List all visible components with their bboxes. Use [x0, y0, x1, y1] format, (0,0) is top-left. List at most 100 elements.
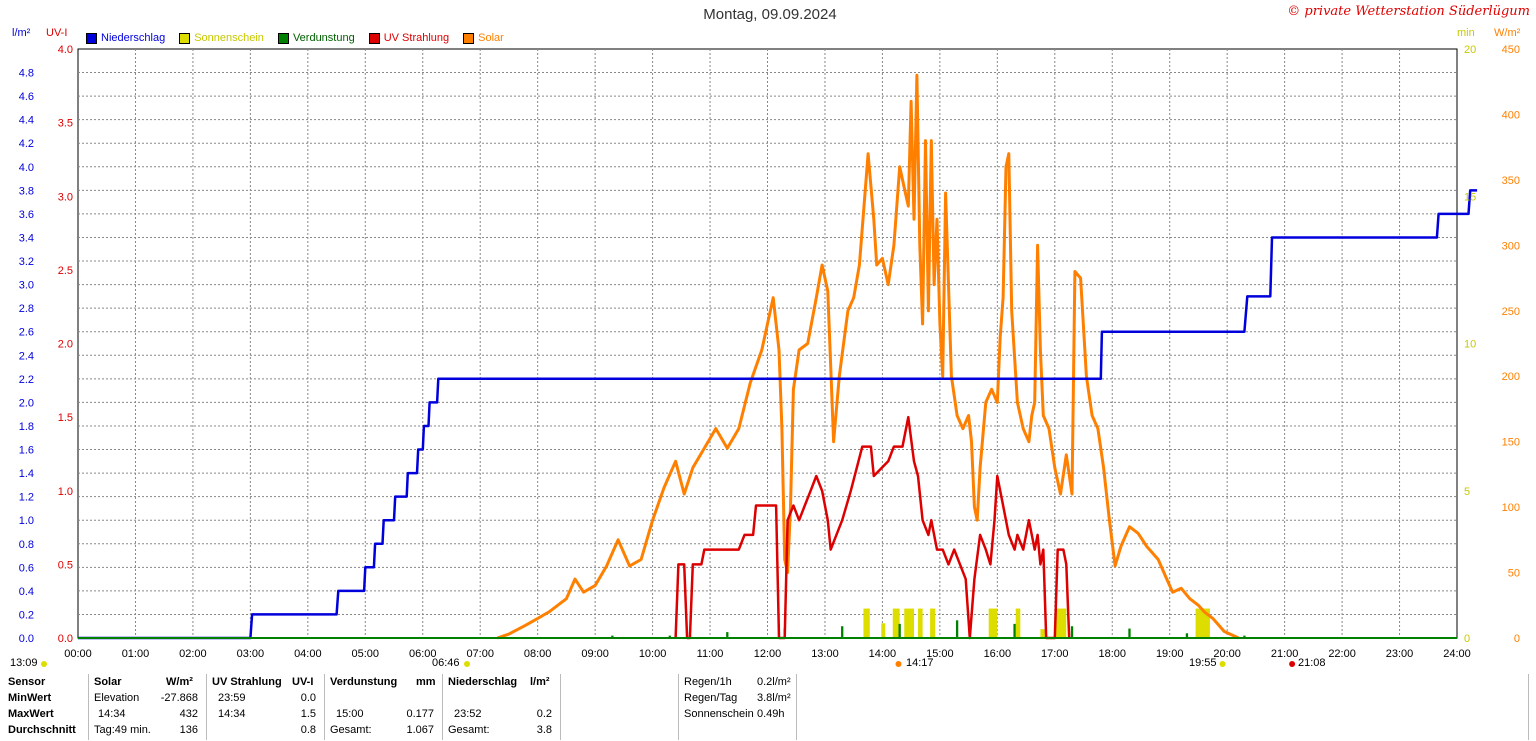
x-tick-label: 18:00 [1098, 648, 1126, 660]
legend-item[interactable]: Niederschlag [86, 31, 165, 45]
y-tick-label-rain: 4.8 [19, 68, 34, 80]
x-tick-label: 00:00 [64, 648, 92, 660]
sunrise-label: 06:46 [432, 657, 460, 669]
y-tick-label-uv: 0.5 [58, 559, 73, 571]
legend-swatch [463, 32, 475, 44]
time-marker [41, 661, 47, 667]
weather-chart: 00:00 01:00 02:00 03:00 04:00 05:00 06:00 07:00… [19, 44, 1520, 667]
sunshine-bar [1015, 608, 1021, 638]
solar-line [496, 73, 1240, 640]
uv-min-time: 23:59 [218, 692, 246, 704]
y-tick-label-rain: 3.6 [19, 209, 34, 221]
extra-rain-day-label: Regen/Tag [684, 692, 738, 704]
x-tick-label: 02:00 [179, 648, 207, 660]
y-tick-label-solar: 150 [1502, 437, 1520, 449]
chart-bars [611, 608, 1246, 638]
legend-label: Niederschlag [101, 32, 166, 44]
x-tick-label: 01:00 [122, 648, 150, 660]
y-tick-label-solar: 0 [1514, 633, 1520, 645]
evaporation-bar [668, 635, 671, 638]
legend-item[interactable]: Verdunstung [277, 31, 355, 45]
legend-swatch [368, 32, 380, 44]
rain-line [78, 189, 1478, 640]
x-tick-label: 17:00 [1041, 648, 1069, 660]
chart-lines [78, 73, 1478, 640]
uv-line [674, 415, 1071, 640]
header-rain: Niederschlag [448, 676, 518, 688]
y-tick-label-rain: 1.8 [19, 421, 34, 433]
header-sensor: Sensor [8, 676, 46, 688]
solar-max-label: 14:17 [906, 657, 934, 669]
chart-legend: Niederschlag Sonnenschein Verdunstung UV… [86, 31, 504, 45]
rain-total-value: 3.8 [536, 724, 552, 736]
y-tick-label-uv: 2.5 [58, 265, 73, 277]
y-tick-label-rain: 3.4 [19, 232, 34, 244]
y-tick-label-uv: 3.0 [58, 191, 73, 203]
evaporation-bar [1128, 628, 1131, 638]
legend-label: UV Strahlung [383, 32, 450, 44]
x-tick-label: 24:00 [1443, 648, 1471, 660]
y-tick-label-rain: 1.4 [19, 468, 34, 480]
x-tick-label: 04:00 [294, 648, 322, 660]
y-tick-label-rain: 3.0 [19, 280, 34, 292]
extra-rain-1h-label: Regen/1h [684, 676, 732, 688]
x-tick-label: 20:00 [1213, 648, 1241, 660]
y-tick-label-rain: 1.0 [19, 515, 34, 527]
y-tick-label-rain: 4.0 [19, 162, 34, 174]
header-solar-unit: W/m² [166, 676, 193, 688]
legend-item[interactable]: Solar [463, 31, 504, 45]
row-label-max: MaxWert [8, 708, 54, 720]
legend-label: Sonnenschein [194, 32, 264, 44]
sunshine-bar [1195, 608, 1210, 638]
uv-end-label: 21:08 [1298, 657, 1326, 669]
y-tick-label-rain: 2.4 [19, 350, 34, 362]
chart-grid [77, 48, 1458, 639]
y-tick-label-solar: 400 [1502, 109, 1520, 121]
header-solar: Solar [94, 676, 122, 688]
y-tick-label-rain: 1.2 [19, 492, 34, 504]
y-tick-label-solar: 50 [1508, 568, 1520, 580]
column-divider [560, 674, 561, 740]
evaporation-bar [1243, 635, 1246, 638]
evaporation-bar [1070, 626, 1074, 638]
uv-max-time: 14:34 [218, 708, 246, 720]
rain-total-label: Gesamt: [448, 724, 490, 736]
y-tick-label-sunshine: 0 [1464, 633, 1470, 645]
evaporation-bar [611, 635, 614, 638]
legend-item[interactable]: UV Strahlung [368, 31, 450, 45]
y-tick-label-sunshine: 15 [1464, 191, 1476, 203]
header-uv: UV Strahlung [212, 676, 282, 688]
y-tick-label-solar: 450 [1502, 44, 1520, 56]
y-tick-label-rain: 1.6 [19, 445, 34, 457]
left-time-label: 13:09 [10, 657, 38, 669]
column-divider [88, 674, 89, 740]
column-divider [442, 674, 443, 740]
y-tick-label-rain: 0.8 [19, 539, 34, 551]
legend-swatch [277, 32, 289, 44]
header-uv-unit: UV-I [292, 676, 314, 688]
y-tick-label-rain: 0.0 [19, 633, 34, 645]
time-marker [895, 661, 902, 667]
header-evap: Verdunstung [330, 676, 398, 688]
legend-item[interactable]: Sonnenschein [179, 31, 264, 45]
y-tick-label-rain: 4.4 [19, 115, 34, 127]
x-tick-label: 09:00 [581, 648, 609, 660]
y-tick-label-rain: 2.8 [19, 303, 34, 315]
extra-sunshine-label: Sonnenschein [684, 708, 754, 720]
time-marker [1289, 661, 1296, 667]
y-tick-label-sunshine: 20 [1464, 44, 1476, 56]
unit-rain-label: l/m² [12, 27, 31, 39]
y-tick-label-solar: 100 [1502, 502, 1520, 514]
unit-uv-label: UV-I [46, 27, 68, 39]
rain-max-time: 23:52 [454, 708, 482, 720]
y-tick-label-rain: 4.6 [19, 91, 34, 103]
uv-min-value: 0.0 [300, 692, 316, 704]
solar-max-time: 14:34 [98, 708, 126, 720]
chart-axes: 00:00 01:00 02:00 03:00 04:00 05:00 06:00 07:00… [19, 44, 1520, 667]
x-tick-label: 07:00 [466, 648, 494, 660]
solar-max-value: 432 [179, 708, 198, 720]
evaporation-bar [898, 623, 901, 638]
evaporation-bar [841, 626, 844, 638]
y-tick-label-uv: 1.0 [58, 486, 73, 498]
column-divider [796, 674, 797, 740]
